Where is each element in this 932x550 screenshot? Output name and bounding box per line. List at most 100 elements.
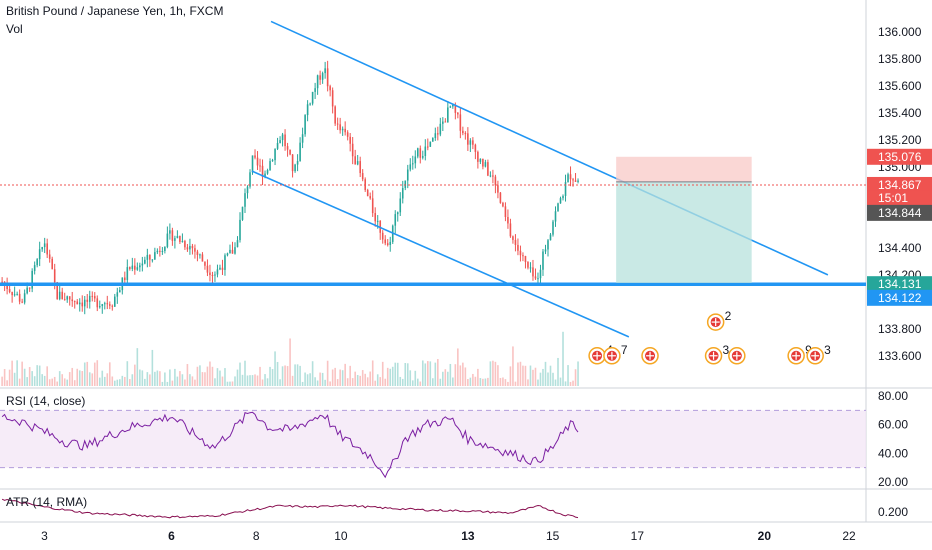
candle-body[interactable] xyxy=(309,103,311,105)
candle-body[interactable] xyxy=(289,149,291,155)
candle-body[interactable] xyxy=(314,88,316,92)
candle-body[interactable] xyxy=(161,250,164,252)
candle-body[interactable] xyxy=(28,287,31,289)
candle-body[interactable] xyxy=(176,235,179,239)
candle-body[interactable] xyxy=(53,269,56,283)
candle-body[interactable] xyxy=(562,195,564,199)
candle-body[interactable] xyxy=(432,138,434,142)
candle-body[interactable] xyxy=(514,239,517,245)
candle-body[interactable] xyxy=(572,179,574,181)
candle-body[interactable] xyxy=(384,239,387,244)
candle-body[interactable] xyxy=(376,220,379,222)
candle-body[interactable] xyxy=(527,262,529,268)
candle-body[interactable] xyxy=(244,193,246,207)
candle-body[interactable] xyxy=(134,265,136,270)
candle-body[interactable] xyxy=(361,173,364,180)
candle-body[interactable] xyxy=(449,106,452,108)
candle-body[interactable] xyxy=(18,293,21,302)
candle-body[interactable] xyxy=(366,189,369,197)
candle-body[interactable] xyxy=(564,182,567,196)
candle-body[interactable] xyxy=(434,133,437,139)
atr-line[interactable] xyxy=(1,498,579,519)
candle-body[interactable] xyxy=(266,170,269,174)
candle-body[interactable] xyxy=(512,236,514,240)
candle-body[interactable] xyxy=(41,247,43,250)
candle-body[interactable] xyxy=(321,73,324,80)
candle-body[interactable] xyxy=(274,148,276,161)
candle-body[interactable] xyxy=(214,274,216,276)
candle-body[interactable] xyxy=(164,246,166,251)
candle-body[interactable] xyxy=(171,230,174,241)
candle-body[interactable] xyxy=(477,151,479,162)
candle-body[interactable] xyxy=(199,254,201,256)
candle-body[interactable] xyxy=(256,157,259,166)
candle-body[interactable] xyxy=(487,162,489,176)
candle-body[interactable] xyxy=(58,291,61,300)
candle-body[interactable] xyxy=(414,156,417,164)
candle-body[interactable] xyxy=(103,303,106,305)
candle-body[interactable] xyxy=(442,121,444,124)
candle-body[interactable] xyxy=(73,301,76,303)
candle-body[interactable] xyxy=(66,296,69,300)
candle-body[interactable] xyxy=(426,146,429,148)
candle-body[interactable] xyxy=(424,146,427,157)
channel-lower-line[interactable] xyxy=(251,170,630,338)
candle-body[interactable] xyxy=(544,249,547,252)
candle-body[interactable] xyxy=(239,219,241,241)
candle-body[interactable] xyxy=(259,165,261,167)
candle-body[interactable] xyxy=(13,294,16,296)
candle-body[interactable] xyxy=(119,290,121,293)
candle-body[interactable] xyxy=(11,292,13,296)
candle-body[interactable] xyxy=(249,172,251,187)
candle-body[interactable] xyxy=(522,255,524,257)
candle-body[interactable] xyxy=(354,156,356,165)
candle-body[interactable] xyxy=(284,134,286,147)
candle-body[interactable] xyxy=(574,180,577,182)
candle-body[interactable] xyxy=(497,185,499,193)
candle-body[interactable] xyxy=(326,68,329,87)
candle-body[interactable] xyxy=(494,176,497,186)
candle-body[interactable] xyxy=(151,259,154,261)
candle-body[interactable] xyxy=(264,173,266,178)
candle-body[interactable] xyxy=(186,247,189,250)
candle-body[interactable] xyxy=(229,249,231,254)
candle-body[interactable] xyxy=(211,274,214,276)
candle-body[interactable] xyxy=(48,254,51,259)
candle-body[interactable] xyxy=(569,174,572,180)
candle-body[interactable] xyxy=(389,241,392,246)
candle-body[interactable] xyxy=(124,277,126,281)
candle-body[interactable] xyxy=(63,299,66,301)
candle-body[interactable] xyxy=(276,142,279,149)
candle-body[interactable] xyxy=(319,75,321,80)
candle-body[interactable] xyxy=(416,148,419,157)
candle-body[interactable] xyxy=(201,254,204,262)
candle-body[interactable] xyxy=(419,148,422,158)
candle-body[interactable] xyxy=(126,267,129,281)
candle-body[interactable] xyxy=(346,132,349,137)
candle-body[interactable] xyxy=(156,250,159,253)
candle-body[interactable] xyxy=(6,283,8,290)
candle-body[interactable] xyxy=(306,104,309,116)
candle-body[interactable] xyxy=(452,104,454,107)
candle-body[interactable] xyxy=(502,202,504,207)
candle-body[interactable] xyxy=(371,198,374,214)
candle-body[interactable] xyxy=(269,161,271,171)
candle-body[interactable] xyxy=(472,140,474,145)
candle-body[interactable] xyxy=(386,243,389,246)
candle-body[interactable] xyxy=(529,267,532,269)
candle-body[interactable] xyxy=(547,240,549,250)
candle-body[interactable] xyxy=(234,247,236,254)
candle-body[interactable] xyxy=(447,107,449,123)
candle-body[interactable] xyxy=(51,258,53,270)
candle-body[interactable] xyxy=(409,164,412,170)
candle-body[interactable] xyxy=(399,198,402,213)
candle-body[interactable] xyxy=(221,267,224,270)
candle-body[interactable] xyxy=(144,259,146,264)
candle-body[interactable] xyxy=(482,158,484,167)
candle-body[interactable] xyxy=(439,123,442,135)
candle-body[interactable] xyxy=(316,75,319,89)
candle-body[interactable] xyxy=(341,128,344,131)
candle-body[interactable] xyxy=(504,206,507,217)
candle-body[interactable] xyxy=(23,293,26,303)
candle-body[interactable] xyxy=(194,248,196,252)
